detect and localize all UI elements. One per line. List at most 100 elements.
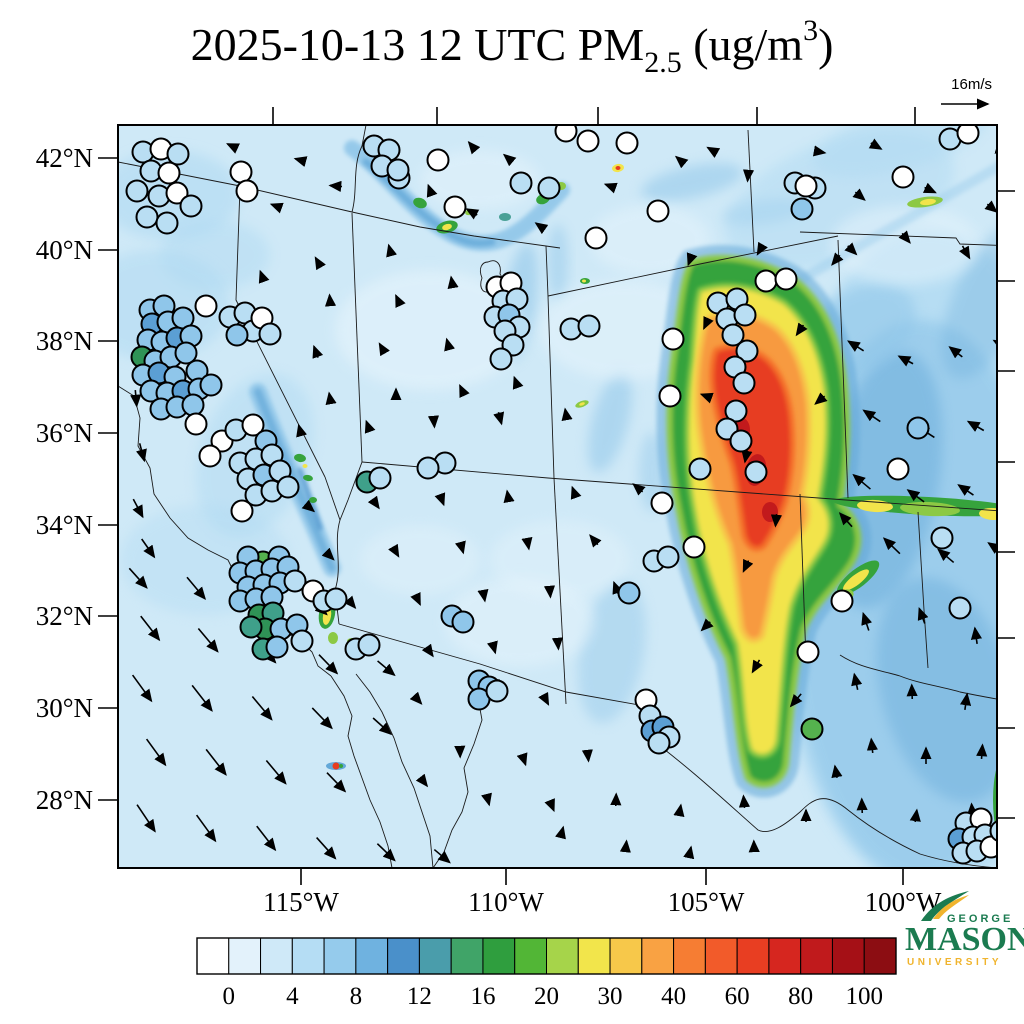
wind-arrow (467, 140, 481, 155)
pm-hotspot (1004, 668, 1016, 732)
state-border (361, 461, 997, 512)
pm-hotspot (920, 198, 936, 206)
wind-arrow (770, 513, 783, 528)
lon-tick-label: 115°W (263, 887, 339, 917)
wind-arrow (409, 691, 423, 705)
colorbar-cell (800, 937, 833, 975)
pm-patch (548, 224, 568, 300)
station-marker (733, 303, 757, 327)
wind-arrow (741, 449, 753, 464)
wind-arrow (1003, 766, 1006, 778)
colorbar-tick-label: 100 (845, 983, 883, 1010)
wind-arrow (852, 188, 866, 201)
wind-arrow (195, 814, 217, 843)
state-border (839, 654, 997, 700)
wind-arrow (486, 640, 498, 655)
wind-arrow (447, 275, 459, 290)
logo-text-george: GEORGE (947, 913, 1014, 925)
wind-arrow (141, 538, 156, 559)
wind-arrow (465, 208, 480, 220)
colorbar-tick-label: 20 (534, 983, 559, 1010)
colorbar-cell (514, 937, 548, 975)
wind-arrow (742, 169, 755, 183)
colorbar-tick-label: 0 (223, 983, 236, 1010)
wind-arrow (686, 252, 698, 267)
station-marker (554, 125, 578, 143)
wind-arrow (683, 845, 695, 860)
station-marker (125, 179, 149, 203)
wind-arrow (136, 443, 147, 463)
wind-arrow (477, 588, 489, 603)
station-marker (199, 373, 223, 397)
station-marker (790, 197, 814, 221)
colorbar-tick-label: 60 (725, 983, 750, 1010)
wind-arrow (994, 142, 997, 154)
wind-arrow (205, 748, 227, 776)
station-marker (646, 199, 670, 223)
wind-arrow (325, 391, 337, 406)
title-suffix: ) (818, 19, 834, 70)
colorbar-cell (355, 937, 389, 975)
wind-arrow (433, 848, 451, 864)
station-marker (509, 171, 533, 195)
station-marker (426, 148, 450, 172)
state-border (339, 461, 363, 521)
station-marker (276, 475, 300, 499)
pm-patch (641, 162, 743, 202)
station-marker (485, 679, 509, 703)
pm-patch (830, 205, 980, 285)
title-subscript: 2.5 (644, 46, 682, 79)
station-marker (265, 635, 289, 659)
pm-hotspot (1004, 535, 1016, 585)
station-marker (283, 569, 307, 593)
colorbar-cell (323, 937, 357, 975)
station-marker (157, 161, 181, 185)
pm-hotspot (442, 223, 452, 231)
wind-arrow (343, 595, 357, 610)
lon-tick-label: 110°W (468, 887, 544, 917)
wind-arrow (538, 691, 550, 706)
wind-arrow (395, 294, 406, 308)
wind-arrow (619, 839, 631, 853)
wind-arrow (581, 749, 593, 763)
station-marker (754, 269, 778, 293)
colorbar-tick-label: 40 (661, 983, 686, 1010)
colorbar-cell (673, 937, 706, 975)
station-marker (617, 581, 641, 605)
wind-arrow (326, 772, 347, 793)
pm-hotspot (294, 453, 306, 463)
wind-arrow (570, 485, 582, 500)
colorbar-cell (450, 937, 484, 975)
state-border (837, 239, 849, 499)
station-marker (661, 327, 685, 351)
colorbar-cell (482, 937, 516, 975)
pm-hotspot (979, 507, 997, 521)
station-marker (796, 640, 820, 664)
wind-arrow (136, 804, 156, 833)
station-marker (179, 194, 203, 218)
colorbar-cell (831, 937, 865, 975)
wind-arrow (738, 794, 751, 809)
wind-arrow (970, 626, 982, 645)
colorbar-cell (736, 937, 770, 975)
station-marker (184, 412, 208, 436)
wind-arrow (844, 242, 858, 256)
pm-hotspot (900, 501, 960, 517)
wind-arrow (632, 483, 646, 496)
wind-arrow (898, 230, 911, 244)
logo-text-mason: MASON (905, 921, 1024, 958)
wind-arrow (795, 322, 808, 337)
pm-patch (578, 580, 646, 724)
station-marker (891, 165, 915, 189)
station-marker (647, 731, 671, 755)
wind-arrow (852, 473, 871, 490)
station-marker (416, 456, 440, 480)
wind-arrow (838, 512, 853, 528)
colorbar-cell (546, 937, 579, 975)
wind-arrow (742, 558, 754, 573)
colorbar-tick-label: 8 (350, 983, 363, 1010)
colorbar-tick-label: 30 (598, 983, 623, 1010)
wind-arrow (909, 808, 921, 823)
wind-arrow (814, 392, 828, 405)
station-marker (794, 174, 818, 198)
